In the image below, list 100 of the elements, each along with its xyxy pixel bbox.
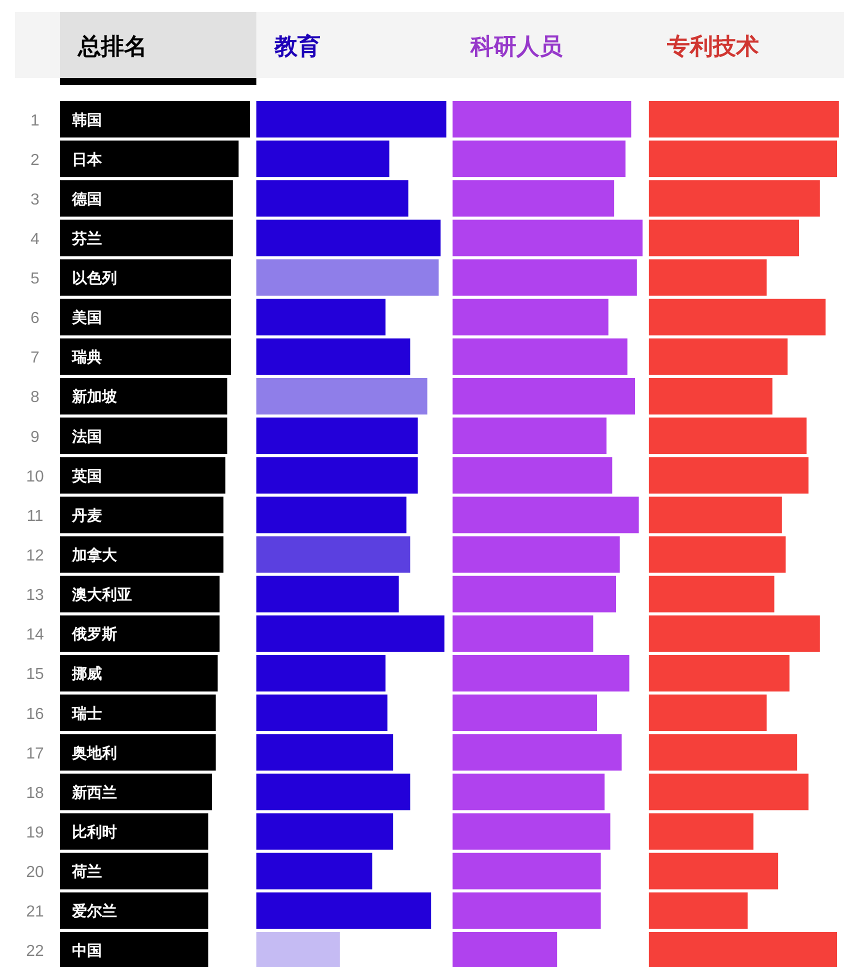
bar — [452, 654, 630, 692]
bar — [256, 615, 444, 652]
bar — [256, 180, 408, 217]
bar — [256, 378, 428, 414]
bar — [648, 615, 820, 652]
chart-title: 科研人员 — [470, 33, 564, 59]
y-tick-label: 6 — [30, 310, 40, 328]
y-tick-label: 3 — [30, 191, 40, 208]
annotation: 瑞士 — [71, 705, 102, 722]
annotation: 以色列 — [72, 270, 117, 288]
bar — [648, 654, 790, 692]
bar — [452, 378, 635, 414]
chart-title: 教育 — [273, 33, 320, 59]
bar — [60, 932, 208, 967]
bar — [256, 298, 386, 336]
bar — [256, 774, 410, 810]
bar — [452, 259, 637, 296]
y-tick-label: 12 — [26, 548, 44, 565]
bar — [648, 496, 782, 534]
bar — [648, 298, 826, 336]
bar — [648, 338, 788, 375]
bar — [60, 418, 228, 454]
bar — [256, 220, 441, 256]
bar — [60, 338, 231, 375]
bar — [60, 180, 233, 217]
bar — [452, 338, 628, 375]
bar — [452, 892, 601, 929]
bar — [256, 813, 394, 850]
bar — [452, 298, 608, 336]
bar — [648, 734, 798, 771]
annotation: 新加坡 — [71, 388, 118, 406]
bar — [452, 457, 612, 494]
y-tick-label: 18 — [26, 784, 44, 802]
annotation: 日本 — [72, 151, 103, 168]
bar — [256, 576, 399, 612]
bar — [648, 932, 837, 967]
bar — [256, 418, 418, 454]
bar — [648, 101, 839, 138]
bar — [452, 813, 610, 850]
annotation: 韩国 — [71, 112, 102, 129]
bar — [256, 852, 372, 890]
bar — [60, 259, 231, 296]
bar — [256, 932, 340, 967]
bar — [452, 734, 622, 771]
bar — [648, 457, 808, 494]
bar — [60, 496, 224, 534]
bar — [256, 457, 418, 494]
y-tick-label: 21 — [26, 904, 44, 921]
bar — [452, 101, 632, 138]
y-tick-label: 11 — [26, 508, 44, 525]
bar — [648, 259, 767, 296]
bar — [256, 259, 439, 296]
bar — [452, 615, 594, 652]
y-tick-label: 9 — [30, 428, 40, 446]
bar — [648, 852, 778, 890]
y-tick-label: 7 — [30, 350, 40, 367]
bar — [648, 418, 807, 454]
bar — [256, 496, 406, 534]
y-tick-label: 13 — [26, 587, 44, 604]
chart-title: 专利技术 — [666, 33, 759, 59]
y-tick-label: 22 — [26, 943, 44, 960]
bar — [452, 180, 614, 217]
y-tick-label: 19 — [26, 824, 44, 842]
bar — [60, 378, 228, 414]
bar — [452, 576, 616, 612]
bar — [452, 852, 601, 890]
annotation: 瑞典 — [71, 349, 102, 366]
bar — [452, 774, 605, 810]
bar — [60, 615, 220, 652]
bar — [60, 140, 239, 178]
bar — [648, 378, 772, 414]
bar — [452, 536, 620, 573]
annotation: 新西兰 — [71, 783, 117, 802]
annotation: 丹麦 — [71, 507, 102, 524]
bar — [60, 892, 208, 929]
bar — [60, 813, 208, 850]
bar — [60, 576, 220, 612]
bar — [452, 140, 626, 178]
annotation: 比利时 — [72, 824, 117, 842]
bar — [256, 338, 410, 375]
bar — [60, 852, 208, 890]
bar — [648, 774, 808, 810]
chart-title: 总排名 — [77, 33, 147, 59]
annotation: 荷兰 — [71, 864, 102, 881]
bar — [60, 101, 250, 138]
bar — [256, 694, 388, 732]
bar — [256, 536, 410, 573]
annotation: 加拿大 — [71, 547, 118, 564]
bar — [256, 892, 432, 929]
bar — [648, 180, 820, 217]
bar — [648, 694, 767, 732]
y-tick-label: 20 — [26, 864, 44, 882]
y-tick-label: 16 — [26, 706, 44, 723]
annotation: 澳大利亚 — [71, 586, 132, 604]
bar — [648, 220, 799, 256]
bar — [452, 220, 643, 256]
bar — [60, 694, 216, 732]
y-tick-label: 8 — [30, 389, 40, 406]
bar — [452, 694, 597, 732]
annotation: 挪威 — [71, 666, 102, 683]
